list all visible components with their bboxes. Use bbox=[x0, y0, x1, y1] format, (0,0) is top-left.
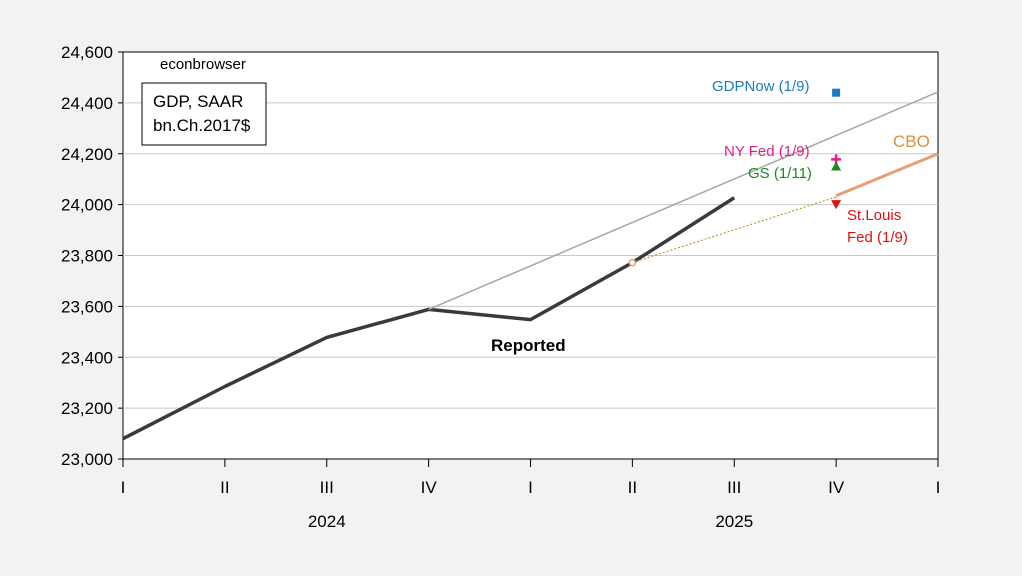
markers-layer bbox=[628, 88, 842, 267]
annotation-gdpnow: GDPNow (1/9) bbox=[712, 78, 810, 95]
x-tick-label: I bbox=[528, 478, 533, 497]
y-tick-label: 24,600 bbox=[61, 43, 113, 62]
x-tick-label: I bbox=[936, 478, 941, 497]
annotation-stlouis-2: Fed (1/9) bbox=[847, 229, 908, 246]
series-line bbox=[428, 91, 939, 311]
axes-layer: 23,000 23,200 23,400 23,600 23,800 24,000 24,2… bbox=[61, 43, 940, 531]
legend-box bbox=[141, 82, 267, 146]
y-tick-label: 24,400 bbox=[61, 94, 113, 113]
y-tick-label: 23,400 bbox=[61, 348, 113, 367]
marker-square bbox=[832, 88, 841, 97]
annotation-nyfed: NY Fed (1/9) bbox=[724, 143, 810, 160]
annotation-stlouis-1: St.Louis bbox=[847, 207, 901, 224]
x-tick-label: I bbox=[121, 478, 126, 497]
marker-triangle-down bbox=[831, 200, 842, 210]
y-tick-label: 23,200 bbox=[61, 399, 113, 418]
y-tick-label: 23,000 bbox=[61, 450, 113, 469]
x-tick-label: IV bbox=[828, 478, 845, 497]
legend-line-2: bn.Ch.2017$ bbox=[153, 116, 251, 135]
annotation-reported: Reported bbox=[491, 336, 566, 355]
x-year-label: 2024 bbox=[308, 512, 346, 531]
x-tick-label: II bbox=[628, 478, 637, 497]
x-year-label: 2025 bbox=[715, 512, 753, 531]
x-tick-label: II bbox=[220, 478, 229, 497]
annotation-cbo: CBO bbox=[893, 132, 930, 151]
watermark-text: econbrowser bbox=[160, 56, 246, 73]
series-line bbox=[835, 152, 939, 198]
x-tick-label: IV bbox=[421, 478, 438, 497]
x-tick-label: III bbox=[727, 478, 741, 497]
y-tick-label: 23,800 bbox=[61, 247, 113, 266]
y-tick-label: 24,000 bbox=[61, 196, 113, 215]
marker-triangle-up bbox=[831, 161, 842, 171]
legend-line-1: GDP, SAAR bbox=[153, 92, 243, 111]
x-tick-label: III bbox=[320, 478, 334, 497]
marker-circle bbox=[628, 258, 637, 267]
gridlines bbox=[123, 102, 938, 409]
y-tick-label: 23,600 bbox=[61, 297, 113, 316]
y-tick-label: 24,200 bbox=[61, 145, 113, 164]
annotation-gs: GS (1/11) bbox=[748, 165, 812, 182]
